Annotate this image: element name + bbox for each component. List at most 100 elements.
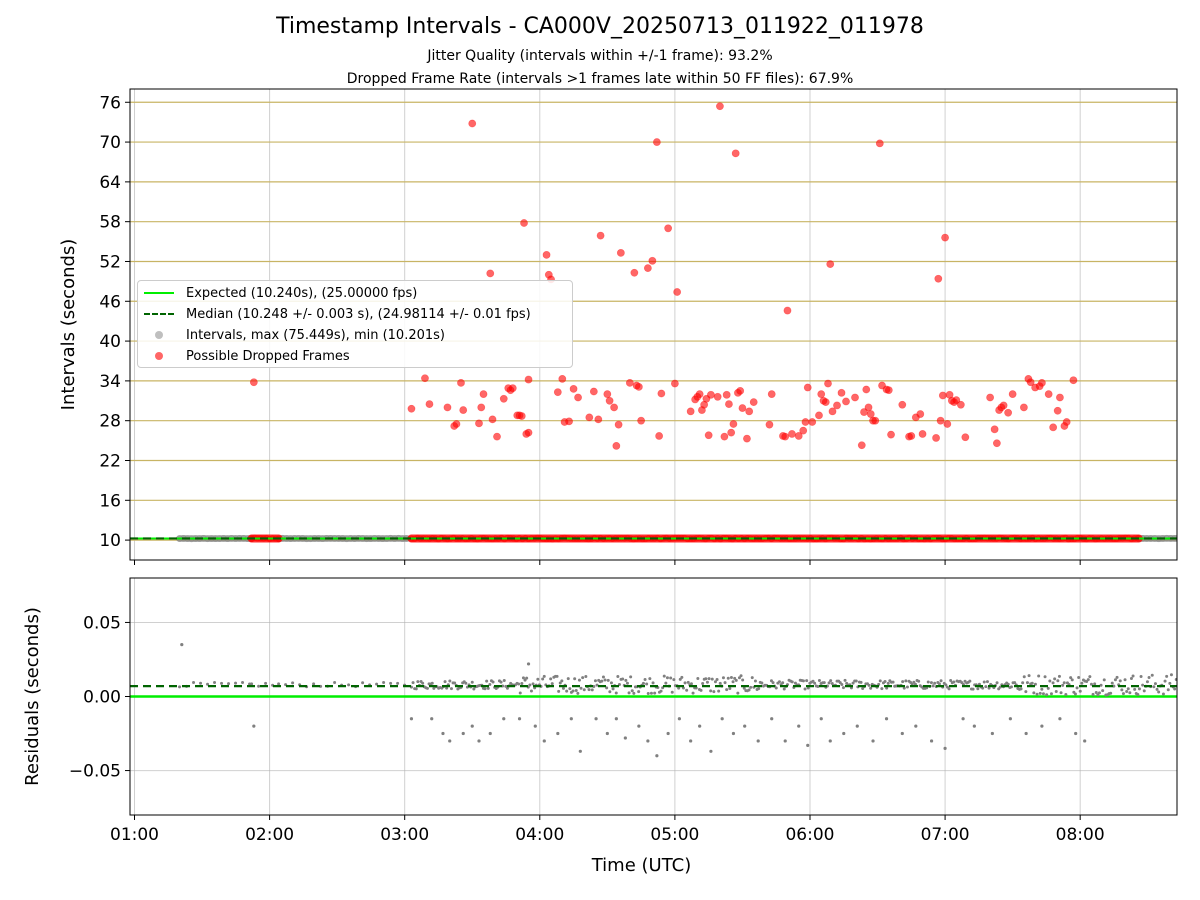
residual-point bbox=[985, 680, 989, 684]
residual-point bbox=[817, 679, 821, 683]
residual-outlier-point bbox=[252, 724, 256, 728]
dropped-frame-point bbox=[610, 403, 618, 412]
dropped-frame-point bbox=[594, 415, 603, 424]
dropped-frame-point bbox=[932, 434, 940, 442]
residual-point bbox=[453, 681, 457, 685]
residual-outlier-point bbox=[542, 739, 546, 743]
dropped-frame-point bbox=[815, 411, 823, 420]
residual-point bbox=[843, 678, 847, 682]
x-tick-label: 02:00 bbox=[245, 825, 294, 845]
residual-point bbox=[937, 682, 941, 686]
dropped-frame-point bbox=[520, 219, 528, 227]
residual-point bbox=[220, 681, 224, 685]
dropped-frame-point bbox=[898, 400, 907, 409]
residual-outlier-point bbox=[806, 743, 810, 747]
residual-point bbox=[944, 683, 948, 687]
residual-outlier-point bbox=[828, 739, 832, 743]
residual-point bbox=[1141, 683, 1145, 687]
residual-point bbox=[1101, 689, 1105, 693]
residual-point bbox=[1021, 681, 1025, 685]
y-tick-label: 40 bbox=[99, 332, 121, 352]
residual-point bbox=[672, 678, 676, 682]
dropped-frame-point bbox=[459, 406, 468, 414]
residual-point bbox=[777, 680, 781, 684]
residual-point bbox=[854, 679, 858, 683]
residual-outlier-point bbox=[655, 754, 659, 758]
residual-point bbox=[411, 681, 415, 685]
residual-point bbox=[678, 677, 682, 681]
intervals-panel: 10 16 22 28 34 40 46 52 58 64 70 76 Intervals (secon… bbox=[58, 88, 1178, 565]
residual-outlier-point bbox=[900, 731, 904, 736]
residual-point bbox=[1033, 682, 1037, 686]
dropped-frame-point bbox=[851, 393, 859, 402]
residual-point bbox=[382, 681, 386, 685]
y-tick-label: 70 bbox=[99, 133, 121, 153]
residual-point bbox=[1099, 683, 1103, 687]
residual-point bbox=[984, 685, 988, 689]
residual-point bbox=[576, 691, 580, 695]
residual-point bbox=[499, 680, 503, 684]
residual-point bbox=[664, 681, 668, 685]
residual-point bbox=[561, 686, 565, 690]
dropped-frame-point bbox=[826, 260, 835, 269]
residual-point bbox=[1118, 679, 1122, 683]
dropped-frame-point bbox=[493, 432, 501, 441]
y-tick-label: 0.00 bbox=[83, 688, 121, 708]
residual-point bbox=[445, 686, 449, 690]
residual-point bbox=[1022, 675, 1026, 679]
residual-point bbox=[977, 682, 981, 686]
residual-point bbox=[696, 676, 700, 680]
dropped-frame-point bbox=[716, 102, 724, 111]
residual-point bbox=[536, 677, 540, 681]
dropped-frame-point bbox=[887, 430, 895, 439]
x-tick-label: 07:00 bbox=[921, 825, 970, 845]
dropped-frame-point bbox=[952, 396, 961, 405]
residual-outlier-point bbox=[943, 746, 947, 750]
residual-point bbox=[518, 691, 522, 695]
residual-point bbox=[747, 688, 751, 692]
residual-point bbox=[1025, 681, 1029, 685]
dropped-frame-point bbox=[457, 378, 465, 387]
residual-outlier-point bbox=[770, 717, 774, 721]
legend-label-dropped: Possible Dropped Frames bbox=[186, 348, 350, 364]
residual-point bbox=[1129, 676, 1133, 680]
dropped-frame-point bbox=[670, 379, 679, 388]
dropped-frame-point bbox=[990, 425, 999, 434]
residual-outlier-point bbox=[594, 717, 598, 721]
legend-key-intervals bbox=[155, 331, 163, 339]
residual-point bbox=[257, 684, 261, 688]
residual-point bbox=[555, 674, 559, 678]
dropped-frame-point bbox=[574, 393, 582, 402]
legend-key-median bbox=[144, 313, 174, 315]
residual-point bbox=[1109, 691, 1113, 695]
residual-point bbox=[1062, 681, 1066, 685]
residual-outlier-point bbox=[1008, 717, 1012, 721]
residual-point bbox=[347, 683, 351, 687]
residual-outlier-point bbox=[556, 731, 560, 736]
residual-point bbox=[1061, 683, 1065, 687]
residual-outlier-point bbox=[1083, 739, 1087, 743]
dropped-frame-point bbox=[871, 416, 880, 425]
residual-point bbox=[677, 686, 681, 690]
dropped-frame-point bbox=[558, 374, 567, 383]
residual-point bbox=[1009, 685, 1013, 689]
legend-entry-expected: Expected (10.240s), (25.00000 fps) bbox=[138, 283, 417, 303]
residual-point bbox=[723, 681, 727, 685]
residual-point bbox=[750, 676, 754, 680]
dropped-frame-point bbox=[808, 418, 817, 426]
residual-point bbox=[416, 680, 420, 684]
dropped-frame-point bbox=[1004, 408, 1013, 417]
residual-point bbox=[813, 681, 817, 685]
residual-point bbox=[1040, 687, 1044, 691]
residual-point bbox=[1077, 676, 1081, 680]
legend-label-expected: Expected (10.240s), (25.00000 fps) bbox=[186, 285, 418, 301]
dropped-frame-point bbox=[249, 378, 258, 387]
residual-point bbox=[929, 681, 933, 685]
residual-point bbox=[902, 686, 906, 690]
dropped-frame-point bbox=[934, 274, 943, 283]
residual-point bbox=[421, 681, 425, 685]
residual-point bbox=[582, 688, 586, 692]
residual-point bbox=[1137, 687, 1141, 691]
residual-point bbox=[645, 682, 649, 686]
residual-point bbox=[565, 689, 569, 693]
